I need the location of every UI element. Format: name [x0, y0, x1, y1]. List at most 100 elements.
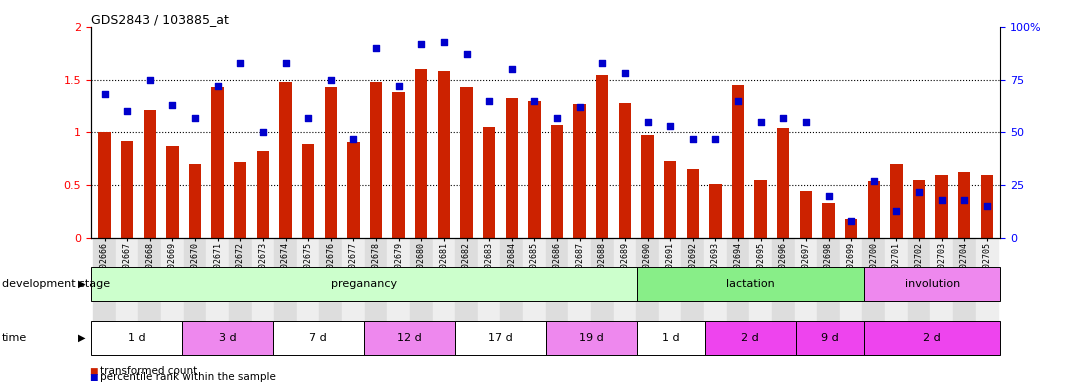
Bar	[840, 238, 862, 344]
Point	[820, 193, 837, 199]
Point	[775, 114, 792, 121]
Bar	[958, 172, 970, 238]
Bar	[591, 238, 613, 344]
Point	[866, 178, 883, 184]
Point	[911, 189, 928, 195]
Bar	[138, 238, 162, 344]
Point	[186, 114, 203, 121]
Text: 1 d: 1 d	[662, 333, 679, 343]
Bar	[410, 238, 432, 344]
Bar	[732, 85, 745, 238]
Bar	[432, 238, 455, 344]
Bar	[749, 238, 771, 344]
Bar	[415, 69, 428, 238]
Bar	[98, 132, 111, 238]
Bar	[505, 98, 518, 238]
Point	[639, 119, 656, 125]
Point	[209, 83, 226, 89]
Bar	[637, 321, 705, 355]
Bar	[913, 180, 926, 238]
Bar	[324, 87, 337, 238]
Bar	[704, 238, 727, 344]
Bar	[687, 169, 699, 238]
Bar	[347, 142, 360, 238]
Bar	[727, 238, 749, 344]
Point	[933, 197, 950, 203]
Bar	[551, 125, 563, 238]
Bar	[777, 128, 790, 238]
Bar	[274, 238, 296, 344]
Point	[391, 83, 408, 89]
Text: preganancy: preganancy	[331, 279, 397, 289]
Text: ▶: ▶	[78, 333, 86, 343]
Bar	[862, 238, 885, 344]
Text: GDS2843 / 103885_at: GDS2843 / 103885_at	[91, 13, 229, 26]
Bar	[370, 82, 382, 238]
Bar	[483, 127, 495, 238]
Bar	[865, 267, 1000, 301]
Bar	[234, 162, 246, 238]
Bar	[296, 238, 320, 344]
Bar	[121, 141, 134, 238]
Bar	[709, 184, 721, 238]
Bar	[663, 161, 676, 238]
Text: 1 d: 1 d	[127, 333, 146, 343]
Point	[503, 66, 520, 72]
Point	[255, 129, 272, 136]
Bar	[574, 104, 586, 238]
Bar	[365, 238, 387, 344]
Point	[480, 98, 498, 104]
Bar	[182, 321, 273, 355]
Bar	[529, 101, 540, 238]
Bar	[613, 238, 637, 344]
Point	[96, 91, 113, 98]
Point	[300, 114, 317, 121]
Bar	[546, 321, 637, 355]
Point	[661, 123, 678, 129]
Bar	[705, 321, 796, 355]
Point	[119, 108, 136, 114]
Text: time: time	[2, 333, 28, 343]
Point	[277, 60, 294, 66]
Point	[707, 136, 724, 142]
Bar	[817, 238, 840, 344]
Point	[164, 102, 181, 108]
Text: percentile rank within the sample: percentile rank within the sample	[100, 372, 275, 382]
Text: 12 d: 12 d	[397, 333, 422, 343]
Bar	[93, 238, 116, 344]
Bar	[455, 321, 546, 355]
Bar	[116, 238, 138, 344]
Bar	[568, 238, 591, 344]
Bar	[845, 219, 857, 238]
Point	[413, 41, 430, 47]
Bar	[659, 238, 682, 344]
Point	[458, 51, 475, 58]
Text: development stage: development stage	[2, 279, 110, 289]
Bar	[795, 238, 817, 344]
Bar	[460, 87, 473, 238]
Point	[842, 218, 859, 224]
Text: ■: ■	[89, 367, 97, 376]
Point	[888, 207, 905, 214]
Bar	[523, 238, 546, 344]
Point	[322, 76, 339, 83]
Bar	[930, 238, 953, 344]
Bar	[546, 238, 568, 344]
Bar	[641, 135, 654, 238]
Bar	[143, 110, 156, 238]
Bar	[868, 181, 880, 238]
Point	[232, 60, 249, 66]
Bar	[799, 190, 812, 238]
Bar	[162, 238, 184, 344]
Bar	[890, 164, 903, 238]
Text: 17 d: 17 d	[488, 333, 513, 343]
Bar	[796, 321, 865, 355]
Bar	[166, 146, 179, 238]
Bar	[885, 238, 907, 344]
Bar	[393, 92, 404, 238]
Point	[956, 197, 973, 203]
Point	[435, 39, 453, 45]
Bar	[501, 238, 523, 344]
Text: lactation: lactation	[725, 279, 775, 289]
Bar	[184, 238, 207, 344]
